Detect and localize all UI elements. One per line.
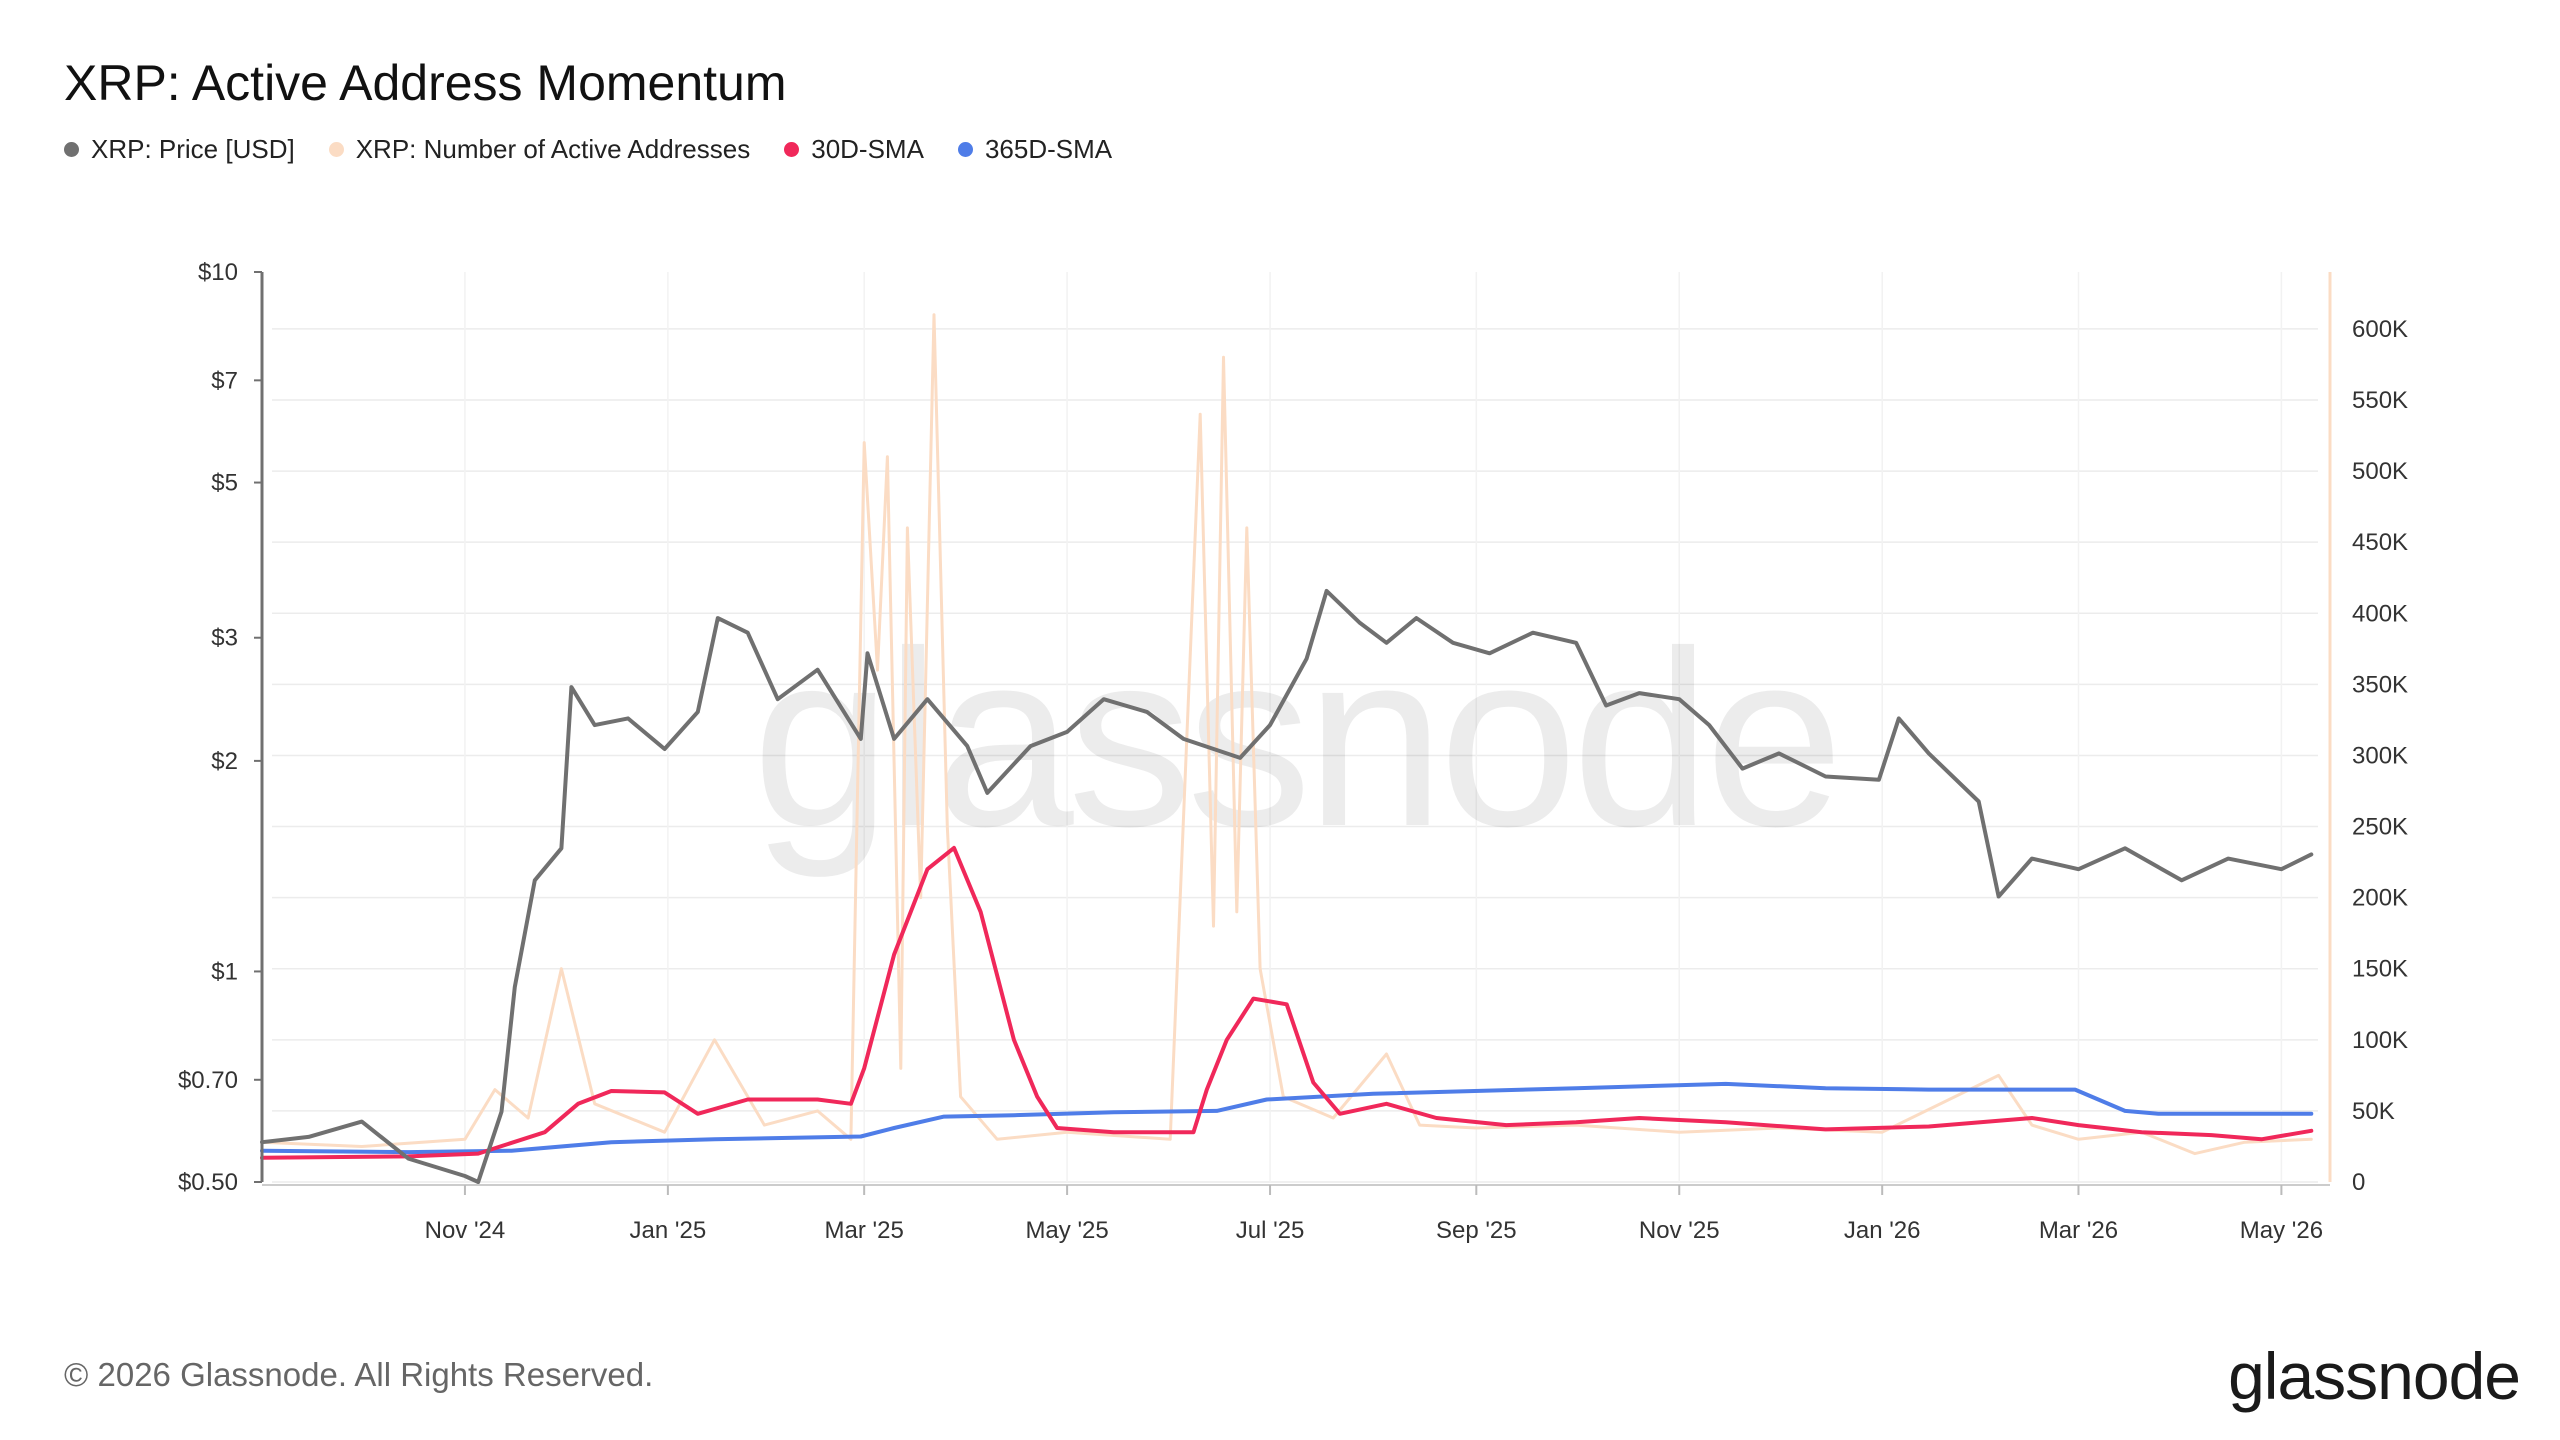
left-tick-label: $0.70	[178, 1067, 238, 1094]
left-tick-label: $10	[198, 259, 238, 286]
x-tick-label: Sep '25	[1436, 1217, 1517, 1244]
left-tick-label: $0.50	[178, 1169, 238, 1196]
legend-item-price[interactable]: XRP: Price [USD]	[64, 134, 295, 165]
left-tick-label: $3	[211, 625, 238, 652]
grid-layer	[272, 272, 2318, 1183]
right-tick-label: 550K	[2352, 387, 2408, 414]
left-tick-label: $7	[211, 367, 238, 394]
right-tick-label: 250K	[2352, 814, 2408, 841]
axis-layer: $10 $7 $5 $3 $2 $1 $0.70 $0.50 600K 550K 500K 450K 4…	[178, 259, 2408, 1244]
legend-dot-365d-sma	[957, 142, 973, 157]
right-tick-label: 200K	[2352, 885, 2408, 912]
chart-title: XRP: Active Address Momentum	[64, 55, 787, 111]
right-tick-label: 450K	[2352, 529, 2408, 556]
x-tick-label: Jul '25	[1236, 1217, 1305, 1244]
right-tick-label: 0	[2352, 1169, 2365, 1196]
left-tick-label: $1	[211, 958, 238, 985]
legend-item-30d-sma[interactable]: 30D-SMA	[784, 134, 924, 165]
legend-label-active-addresses: XRP: Number of Active Addresses	[355, 134, 751, 164]
right-tick-label: 300K	[2352, 742, 2408, 769]
series-line-price[interactable]	[260, 588, 2314, 1184]
legend: XRP: Price [USD] XRP: Number of Active A…	[64, 134, 1112, 165]
legend-label-30d-sma: 30D-SMA	[811, 134, 924, 164]
left-tick-label: $5	[211, 470, 238, 497]
legend-dot-30d-sma	[784, 142, 800, 157]
x-tick-label: Nov '25	[1639, 1217, 1720, 1244]
legend-dot-price	[64, 142, 79, 157]
x-tick-label: Mar '26	[2039, 1217, 2118, 1244]
x-tick-label: May '26	[2240, 1217, 2323, 1244]
legend-dot-active-addresses	[328, 142, 344, 157]
legend-label-price: XRP: Price [USD]	[91, 134, 295, 164]
right-tick-label: 600K	[2352, 316, 2408, 343]
right-tick-label: 50K	[2352, 1098, 2395, 1125]
x-tick-label: Jan '25	[630, 1217, 707, 1244]
legend-item-active-addresses[interactable]: XRP: Number of Active Addresses	[328, 134, 751, 165]
x-tick-label: Nov '24	[425, 1217, 506, 1244]
glassnode-logo: glassnode	[2228, 1339, 2521, 1413]
right-tick-label: 150K	[2352, 956, 2408, 983]
right-tick-label: 500K	[2352, 458, 2408, 485]
copyright-text: © 2026 Glassnode. All Rights Reserved.	[64, 1356, 654, 1393]
series-line-30d-sma[interactable]	[260, 845, 2314, 1160]
legend-item-365d-sma[interactable]: 365D-SMA	[957, 134, 1113, 165]
right-tick-label: 350K	[2352, 671, 2408, 698]
x-tick-label: Jan '26	[1844, 1217, 1921, 1244]
right-tick-label: 400K	[2352, 600, 2408, 627]
series-line-365d-sma[interactable]	[260, 1081, 2314, 1155]
series-layer	[260, 313, 2314, 1184]
x-tick-label: Mar '25	[825, 1217, 904, 1244]
legend-label-365d-sma: 365D-SMA	[984, 134, 1113, 164]
right-tick-label: 100K	[2352, 1027, 2408, 1054]
watermark: glassnode	[752, 599, 1838, 878]
x-tick-label: May '25	[1025, 1217, 1108, 1244]
left-tick-label: $2	[211, 748, 238, 775]
